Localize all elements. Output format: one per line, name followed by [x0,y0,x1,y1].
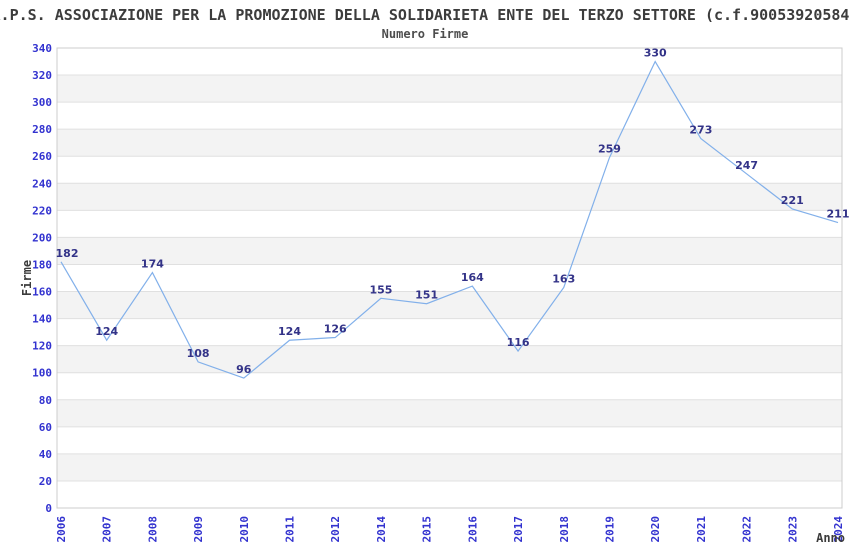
data-label: 155 [369,283,392,296]
x-axis-tick-labels: 2006 2007 2008 2009 2010 2011 2012 2014 2015 2016… [55,516,845,543]
x-tick-label: 2021 [695,516,708,543]
chart-title: A.P.S. ASSOCIAZIONE PER LA PROMOZIONE DE… [0,6,850,24]
x-axis-title: Anno [816,531,845,545]
y-tick-label: 220 [32,204,52,217]
data-label: 247 [735,159,758,172]
band [57,102,842,130]
data-label: 330 [644,47,667,60]
y-tick-label: 160 [32,286,52,299]
y-tick-label: 20 [39,475,52,488]
data-label: 126 [324,323,347,336]
gridlines [57,47,842,509]
x-tick-label: 2016 [466,516,479,543]
x-tick-label: 2006 [55,516,68,543]
band [57,480,842,508]
y-tick-label: 320 [32,69,52,82]
y-tick-label: 80 [39,394,52,407]
y-tick-label: 60 [39,421,52,434]
x-tick-label: 2017 [512,516,525,543]
band [57,210,842,238]
x-tick-label: 2012 [329,516,342,543]
x-tick-label: 2011 [284,516,297,543]
plot-border [56,47,843,509]
band [57,237,842,265]
series: 182 124 174 108 96 124 126 155 151 164 116 163 259 33… [56,47,850,379]
band [57,426,842,454]
data-label: 163 [552,272,575,285]
y-axis-title: Firme [20,260,34,296]
data-label: 124 [95,325,118,338]
background-bands [57,48,842,508]
band [57,453,842,481]
series-line [60,60,839,379]
data-label: 221 [781,194,804,207]
x-tick-label: 2022 [741,516,754,543]
data-label: 116 [507,336,530,349]
x-tick-label: 2019 [603,516,616,543]
y-tick-label: 280 [32,123,52,136]
x-tick-label: 2009 [192,516,205,543]
y-tick-label: 120 [32,340,52,353]
data-label: 211 [827,208,850,221]
band [57,264,842,292]
data-label: 164 [461,271,484,284]
data-label: 273 [689,124,712,137]
x-tick-label: 2020 [649,516,662,543]
band [57,318,842,346]
data-label: 151 [415,289,438,302]
y-tick-label: 0 [45,502,52,515]
y-tick-label: 40 [39,448,52,461]
x-tick-label: 2014 [375,516,388,543]
y-tick-label: 180 [32,258,52,271]
y-tick-label: 240 [32,177,52,190]
band [57,48,842,76]
y-tick-label: 100 [32,367,52,380]
x-tick-label: 2007 [101,516,114,543]
x-tick-label: 2010 [238,516,251,543]
x-tick-label: 2023 [786,516,799,543]
band [57,372,842,400]
band [57,129,842,157]
x-tick-label: 2024 [832,516,845,543]
x-tick-label: 2015 [421,516,434,543]
data-label: 108 [187,347,210,360]
band [57,399,842,427]
band [57,345,842,373]
chart-subtitle: Numero Firme [381,27,469,41]
data-label: 96 [236,363,252,376]
data-label: 182 [56,247,79,260]
y-tick-label: 340 [32,42,52,55]
data-label: 124 [278,325,301,338]
band [57,291,842,319]
data-label: 174 [141,258,164,271]
band [57,183,842,211]
band [57,156,842,184]
y-tick-label: 300 [32,96,52,109]
x-tick-label: 2018 [558,516,571,543]
y-tick-label: 260 [32,150,52,163]
x-tick-label: 2008 [146,516,159,543]
band [57,75,842,103]
data-label: 259 [598,143,621,156]
y-axis-tick-labels: 0 20 40 60 80 100 120 140 160 180 200 220 240 260 280 3… [32,42,52,515]
y-tick-label: 140 [32,313,52,326]
y-tick-label: 200 [32,231,52,244]
